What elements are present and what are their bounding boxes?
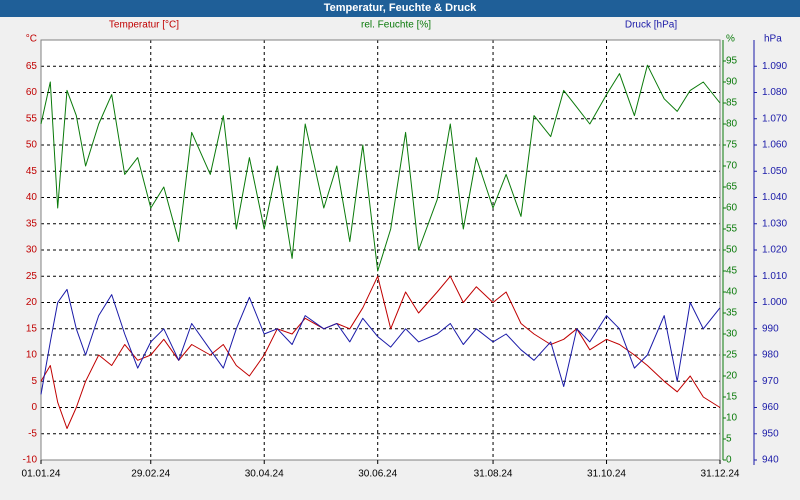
pressure-tick-label: 1.020 <box>762 245 787 256</box>
pressure-unit-label: hPa <box>764 34 782 45</box>
humidity-tick-label: 20 <box>726 371 738 382</box>
x-tick-label: 31.10.24 <box>587 469 626 480</box>
temperature-tick-label: 55 <box>26 113 38 124</box>
temperature-tick-label: -10 <box>23 455 38 466</box>
temperature-tick-label: 40 <box>26 192 38 203</box>
humidity-tick-label: 70 <box>726 161 738 172</box>
temperature-tick-label: 60 <box>26 87 38 98</box>
temperature-tick-label: 35 <box>26 218 38 229</box>
x-tick-label: 31.08.24 <box>474 469 513 480</box>
x-tick-label: 30.04.24 <box>245 469 284 480</box>
humidity-tick-label: 85 <box>726 98 738 109</box>
temperature-tick-label: 0 <box>31 402 37 413</box>
series-line-temperature <box>40 275 721 429</box>
temperature-axis-title: Temperatur [°C] <box>109 20 179 31</box>
humidity-tick-label: 95 <box>726 56 738 67</box>
temperature-tick-label: 45 <box>26 166 38 177</box>
temperature-tick-label: -5 <box>28 428 37 439</box>
pressure-tick-label: 1.010 <box>762 271 787 282</box>
humidity-tick-label: 35 <box>726 308 738 319</box>
humidity-axis-title: rel. Feuchte [%] <box>361 20 431 31</box>
pressure-tick-label: 1.090 <box>762 61 787 72</box>
x-tick-label: 31.12.24 <box>701 469 740 480</box>
humidity-tick-label: 25 <box>726 350 738 361</box>
humidity-tick-label: 45 <box>726 266 738 277</box>
window-title: Temperatur, Feuchte & Druck <box>0 0 800 17</box>
humidity-tick-label: 5 <box>726 434 732 445</box>
temperature-tick-label: 65 <box>26 61 38 72</box>
x-tick-label: 30.06.24 <box>358 469 397 480</box>
pressure-tick-label: 1.050 <box>762 166 787 177</box>
humidity-tick-label: 10 <box>726 413 738 424</box>
humidity-tick-label: 55 <box>726 224 738 235</box>
humidity-unit-label: % <box>726 34 735 45</box>
pressure-tick-label: 1.060 <box>762 140 787 151</box>
temperature-tick-label: 5 <box>31 376 37 387</box>
x-tick-label: 01.01.24 <box>22 469 61 480</box>
chart-area: -10 -5 0 5 10 15 20 25 30 35 40 45 50 55 60 65 °C 0 5 10 15 2… <box>22 20 788 480</box>
pressure-tick-label: 980 <box>762 350 779 361</box>
humidity-tick-label: 50 <box>726 245 738 256</box>
humidity-tick-label: 65 <box>726 182 738 193</box>
humidity-tick-label: 90 <box>726 77 738 88</box>
humidity-tick-label: 60 <box>726 203 738 214</box>
temperature-unit-label: °C <box>26 34 37 45</box>
temperature-tick-label: 50 <box>26 140 38 151</box>
temperature-tick-label: 10 <box>26 350 38 361</box>
pressure-tick-label: 1.080 <box>762 87 787 98</box>
humidity-tick-label: 30 <box>726 329 738 340</box>
humidity-tick-label: 40 <box>726 287 738 298</box>
temperature-tick-label: 15 <box>26 323 38 334</box>
series-line-humidity <box>40 64 721 272</box>
pressure-tick-label: 950 <box>762 428 779 439</box>
temperature-tick-label: 20 <box>26 297 38 308</box>
humidity-tick-label: 0 <box>726 455 732 466</box>
pressure-tick-label: 1.000 <box>762 297 787 308</box>
series-line-pressure <box>40 288 721 395</box>
x-tick-label: 29.02.24 <box>131 469 170 480</box>
humidity-tick-label: 75 <box>726 140 738 151</box>
pressure-tick-label: 960 <box>762 402 779 413</box>
pressure-tick-label: 990 <box>762 323 779 334</box>
pressure-tick-label: 940 <box>762 455 779 466</box>
pressure-tick-label: 1.070 <box>762 113 787 124</box>
pressure-tick-label: 970 <box>762 376 779 387</box>
pressure-tick-label: 1.030 <box>762 218 787 229</box>
pressure-axis-title: Druck [hPa] <box>625 20 677 31</box>
humidity-tick-label: 80 <box>726 119 738 130</box>
plot-frame <box>40 39 721 461</box>
temperature-tick-label: 30 <box>26 245 38 256</box>
humidity-tick-label: 15 <box>726 392 738 403</box>
pressure-tick-label: 1.040 <box>762 192 787 203</box>
temperature-tick-label: 25 <box>26 271 38 282</box>
